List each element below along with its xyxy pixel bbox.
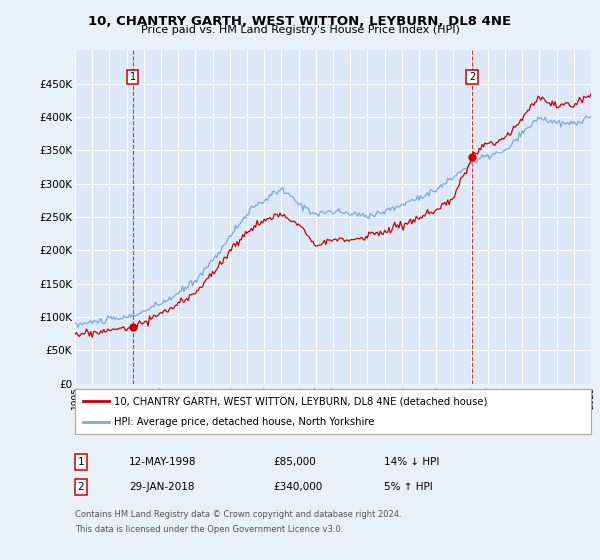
Text: 2: 2 (469, 72, 475, 82)
Text: 10, CHANTRY GARTH, WEST WITTON, LEYBURN, DL8 4NE (detached house): 10, CHANTRY GARTH, WEST WITTON, LEYBURN,… (114, 396, 487, 407)
Text: HPI: Average price, detached house, North Yorkshire: HPI: Average price, detached house, Nort… (114, 417, 374, 427)
Text: 10, CHANTRY GARTH, WEST WITTON, LEYBURN, DL8 4NE: 10, CHANTRY GARTH, WEST WITTON, LEYBURN,… (88, 15, 512, 27)
Text: 2: 2 (77, 482, 85, 492)
Text: £340,000: £340,000 (273, 482, 322, 492)
Text: £85,000: £85,000 (273, 457, 316, 467)
Text: 1: 1 (130, 72, 136, 82)
Text: Price paid vs. HM Land Registry's House Price Index (HPI): Price paid vs. HM Land Registry's House … (140, 25, 460, 35)
Text: 12-MAY-1998: 12-MAY-1998 (129, 457, 197, 467)
Text: 5% ↑ HPI: 5% ↑ HPI (384, 482, 433, 492)
Text: 14% ↓ HPI: 14% ↓ HPI (384, 457, 439, 467)
Text: 29-JAN-2018: 29-JAN-2018 (129, 482, 194, 492)
Text: Contains HM Land Registry data © Crown copyright and database right 2024.: Contains HM Land Registry data © Crown c… (75, 510, 401, 519)
Text: 1: 1 (77, 457, 85, 467)
Text: This data is licensed under the Open Government Licence v3.0.: This data is licensed under the Open Gov… (75, 525, 343, 534)
